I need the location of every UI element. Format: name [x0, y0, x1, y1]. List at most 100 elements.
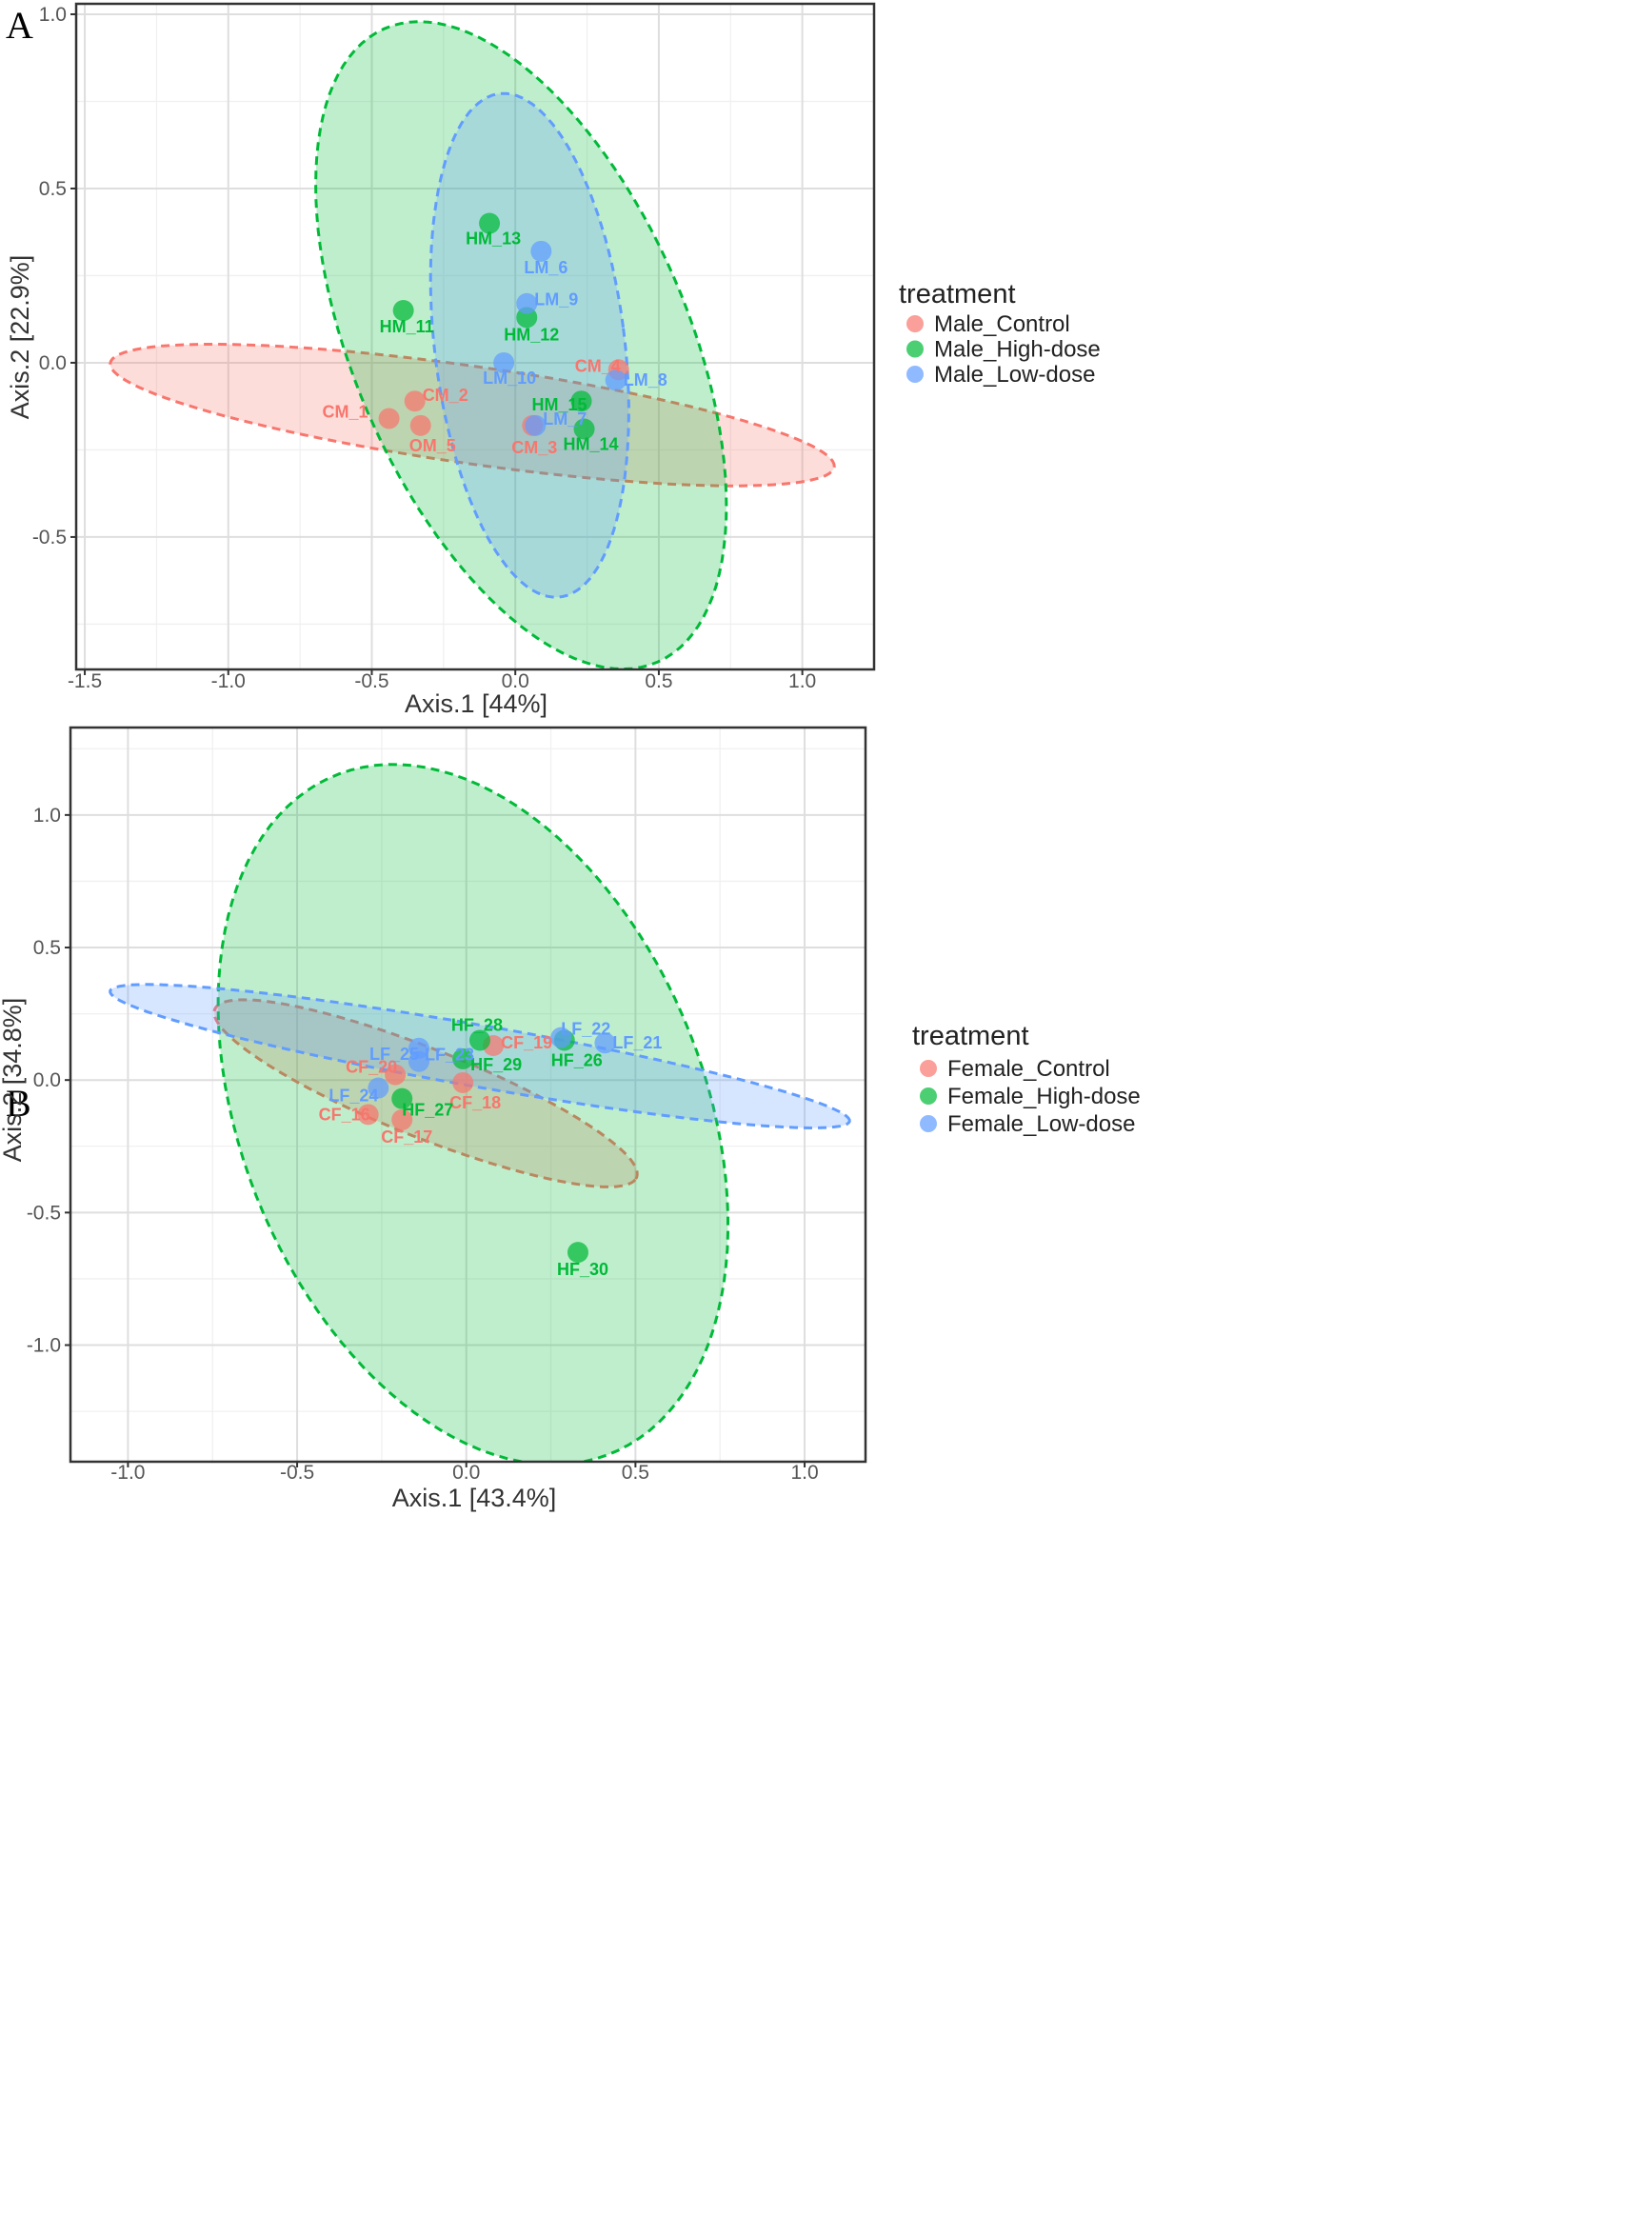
point-lf-23 [408, 1050, 429, 1072]
point-label-lf-21: LF_21 [612, 1033, 662, 1052]
point-label-hm-12: HM_12 [504, 325, 559, 344]
y-tick-label: 1.0 [33, 805, 61, 827]
point-label-hm-14: HM_14 [564, 434, 619, 453]
ellipse-male-high-dose [314, 20, 728, 669]
y-tick-label: 0.5 [33, 937, 61, 959]
point-label-cf-17: CF_17 [381, 1127, 432, 1147]
point-lf-24 [368, 1077, 389, 1099]
legend: treatmentMale_ControlMale_High-doseMale_… [899, 279, 1101, 388]
legend-label: Female_Low-dose [947, 1111, 1135, 1137]
y-tick-label: 1.0 [39, 4, 67, 26]
x-axis-title: Axis.1 [44%] [405, 689, 547, 718]
legend-label: Male_Control [934, 311, 1070, 337]
legend-label: Female_Control [947, 1056, 1110, 1082]
y-tick-label: -1.0 [27, 1335, 61, 1357]
point-label-cm-3: CM_3 [511, 438, 557, 457]
legend-key-marker [920, 1115, 937, 1132]
plot-frame [69, 726, 867, 1464]
legend-key-marker [906, 366, 924, 383]
x-tick-label: -0.5 [280, 1462, 314, 1484]
x-tick-label: -1.0 [110, 1462, 145, 1484]
point-label-lm-7: LM_7 [543, 409, 587, 429]
x-axis-title: Axis.1 [43.4%] [392, 1484, 557, 1512]
point-label-cf-16: CF_16 [319, 1105, 370, 1124]
point-lm-6 [530, 240, 552, 262]
point-hm-14 [573, 418, 595, 440]
x-tick-label: 1.0 [790, 1462, 818, 1484]
point-label-lm-6: LM_6 [524, 258, 567, 277]
ellipse-male-control [109, 343, 836, 488]
x-tick-label: 0.5 [622, 1462, 649, 1484]
point-lm-7 [525, 414, 547, 436]
y-tick-label: 0.5 [39, 178, 67, 200]
point-hf-28 [468, 1029, 490, 1051]
point-lf-22 [550, 1027, 572, 1048]
point-label-hm-11: HM_11 [380, 317, 434, 336]
point-hf-27 [391, 1087, 413, 1109]
ellipse-female-control [212, 998, 639, 1188]
point-label-cm-2: CM_2 [423, 386, 468, 405]
legend-key-marker [920, 1087, 937, 1105]
x-tick-label: 0.0 [502, 670, 529, 692]
point-label-hm-13: HM_13 [466, 229, 521, 249]
point-hm-13 [479, 212, 501, 234]
point-label-hf-30: HF_30 [557, 1260, 608, 1279]
point-label-hf-28: HF_28 [451, 1015, 503, 1034]
legend-item-male-control: Male_Control [906, 311, 1070, 337]
legend-label: Female_High-dose [947, 1084, 1141, 1109]
legend-item-male-low-dose: Male_Low-dose [906, 362, 1095, 388]
point-label-lm-10: LM_10 [483, 369, 536, 388]
plot-frame [74, 2, 876, 671]
point-lf-21 [594, 1032, 616, 1054]
point-cf-20 [385, 1064, 407, 1086]
point-cf-18 [452, 1071, 474, 1093]
ellipse-female-high-dose [216, 763, 729, 1462]
point-label-lm-8: LM_8 [624, 370, 667, 389]
confidence-ellipses [109, 763, 851, 1462]
point-label-hf-26: HF_26 [551, 1050, 603, 1069]
y-axis-title: Axis.2 [22.9%] [6, 255, 34, 420]
y-tick-label: 0.0 [39, 352, 67, 374]
grid-lines [70, 728, 866, 1462]
legend: treatment Female_ControlFemale_High-doseF… [912, 1021, 1141, 1137]
panel-letter-a: A [6, 4, 33, 47]
legend-item-male-high-dose: Male_High-dose [906, 337, 1101, 363]
axis-ticks: -1.0 -0.5 0.0 0.5 1.0 -1.0 -0.5 0.0 0.5 1.0 [27, 805, 819, 1484]
point-label-cm-1: CM_1 [323, 403, 368, 422]
point-lm-8 [605, 369, 627, 391]
point-om-5 [409, 414, 431, 436]
point-cm-2 [404, 390, 426, 412]
legend-key-marker [920, 1060, 937, 1077]
x-tick-label: 0.0 [452, 1462, 480, 1484]
point-lm-9 [516, 292, 538, 314]
point-cf-16 [357, 1104, 379, 1126]
legend-key-marker [906, 315, 924, 332]
point-label-cm-4: CM_4 [575, 356, 621, 375]
point-cm-1 [378, 408, 400, 429]
point-label-cf-18: CF_18 [449, 1093, 501, 1112]
x-tick-label: 0.5 [645, 670, 672, 692]
y-tick-label: 0.0 [33, 1069, 61, 1091]
point-hf-29 [452, 1047, 474, 1069]
point-label-lf-22: LF_22 [561, 1020, 610, 1039]
point-label-lf-24: LF_24 [328, 1087, 378, 1106]
point-hm-11 [392, 300, 414, 322]
legend-title: treatment [912, 1021, 1029, 1051]
point-lm-10 [493, 351, 515, 373]
y-axis-title: Axis.2 [34.8%] [0, 998, 27, 1163]
y-tick-label: -0.5 [32, 527, 67, 549]
point-label-hf-27: HF_27 [402, 1101, 453, 1120]
panel-letter-b: B [6, 1082, 31, 1125]
ellipse-female-low-dose [109, 983, 851, 1130]
point-label-hm-15: HM_15 [532, 395, 587, 414]
legend-label: Male_Low-dose [934, 362, 1095, 388]
legend-item-female-high-dose: Female_High-dose [920, 1084, 1141, 1109]
point-label-cf-19: CF_19 [501, 1033, 552, 1052]
legend-item-female-control: Female_Control [920, 1056, 1110, 1082]
data-points: CM_1 CM_2 OM_5 CM_3 CM_4 HM_13 HM_11 HM_12 HM_15… [323, 212, 667, 457]
point-label-hf-29: HF_29 [470, 1055, 522, 1074]
